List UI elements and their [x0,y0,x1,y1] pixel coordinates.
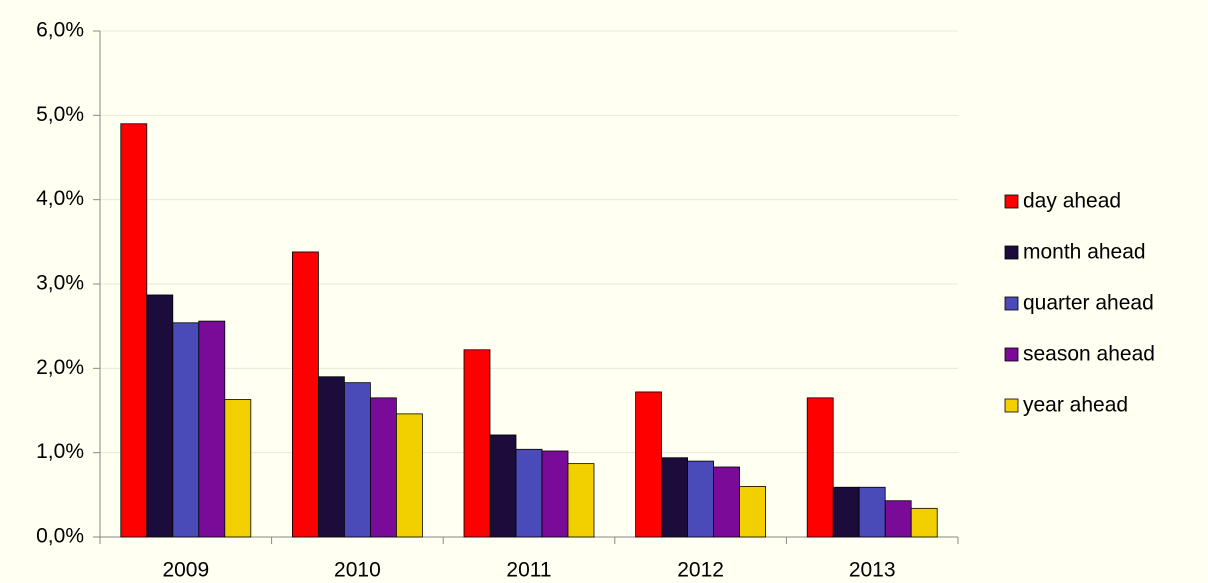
legend-label: season ahead [1023,343,1155,366]
bar [120,123,148,538]
bar [910,507,938,538]
bar [806,397,834,538]
bar [739,485,766,538]
y-tick-label: 0,0% [36,525,84,548]
bar [463,349,491,538]
x-tick-label: 2009 [162,559,209,582]
bar [567,463,595,538]
bar [172,322,200,538]
y-tick-label: 6,0% [36,19,84,42]
legend-label: year ahead [1023,394,1128,417]
y-tick-label: 2,0% [36,356,84,379]
y-tick-label: 4,0% [36,187,84,210]
legend-label: month ahead [1023,241,1146,264]
legend-swatch [1004,296,1019,311]
bar [317,376,345,538]
bar [858,486,886,538]
bar [198,320,226,538]
x-tick-label: 2013 [849,559,896,582]
bar [832,486,860,538]
bar [635,391,662,538]
bar [687,460,714,538]
x-tick-label: 2011 [506,559,551,582]
bar [343,382,371,538]
bar [369,397,397,538]
bar [291,251,319,538]
bar [224,399,252,538]
bar [541,450,569,538]
bar [713,466,740,538]
x-tick-label: 2010 [334,559,381,582]
legend-label: day ahead [1023,190,1121,213]
legend-swatch [1004,347,1019,362]
y-tick-label: 1,0% [36,440,84,463]
legend-swatch [1004,194,1019,209]
bar [661,457,688,538]
x-tick-label: 2012 [677,559,724,582]
bar [395,413,423,538]
bar [489,434,517,538]
bar [146,294,174,538]
y-tick-label: 3,0% [36,272,84,295]
legend-swatch [1004,245,1019,260]
bar [884,500,912,538]
legend-swatch [1004,398,1019,413]
legend-label: quarter ahead [1023,292,1154,315]
y-tick-label: 5,0% [36,103,84,126]
bar [515,448,543,538]
